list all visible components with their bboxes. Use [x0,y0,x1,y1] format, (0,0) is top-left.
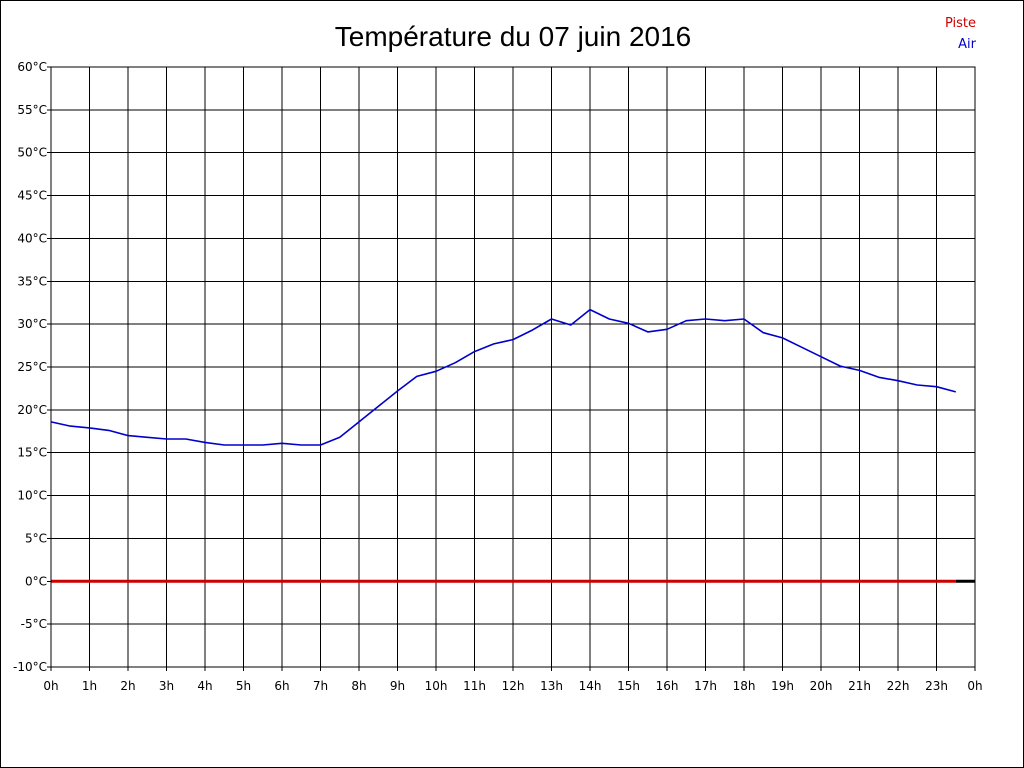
y-tick-label: 60°C [17,60,47,74]
x-tick-label: 16h [656,679,679,693]
x-tick-label: 19h [771,679,794,693]
y-tick-label: 5°C [25,531,47,545]
x-tick-label: 22h [887,679,910,693]
x-tick-label: 11h [463,679,486,693]
legend-entry-piste: Piste [945,16,976,31]
x-tick-label: 14h [579,679,602,693]
x-tick-label: 21h [848,679,871,693]
x-tick-label: 9h [390,679,405,693]
x-tick-label: 1h [82,679,97,693]
x-tick-label: 10h [425,679,448,693]
y-tick-label: 50°C [17,146,47,160]
y-axis-ticks: 60°C 55°C 50°C 45°C 40°C 35°C 30°C 25°C 20°C 15°C… [13,60,51,674]
x-tick-label: 18h [733,679,756,693]
x-axis-ticks: 0h 1h 2h 3h 4h 5h 6h 7h 8h 9h 10h 11h 12h 13h 14h 15h 16… [43,667,983,693]
x-tick-label: 17h [694,679,717,693]
y-tick-label: 55°C [17,103,47,117]
y-tick-label: 20°C [17,403,47,417]
series-lines [50,308,975,583]
x-tick-label: 20h [810,679,833,693]
y-tick-label: 35°C [17,274,47,288]
x-tick-label: 4h [197,679,212,693]
y-tick-label: 0°C [25,574,47,588]
y-tick-label: -10°C [13,660,47,674]
x-tick-label: 0h [43,679,58,693]
y-tick-label: -5°C [21,617,47,631]
x-tick-label: 0h [967,679,982,693]
x-tick-label: 23h [925,679,948,693]
x-tick-label: 7h [313,679,328,693]
x-tick-label: 8h [351,679,366,693]
grid [50,66,976,668]
y-tick-label: 15°C [17,446,47,460]
x-tick-label: 5h [236,679,251,693]
y-tick-label: 45°C [17,189,47,203]
chart-title: Température du 07 juin 2016 [335,21,691,52]
x-tick-label: 13h [540,679,563,693]
x-tick-label: 6h [274,679,289,693]
x-tick-label: 2h [120,679,135,693]
y-tick-label: 25°C [17,360,47,374]
legend-entry-air: Air [958,37,977,52]
y-tick-label: 40°C [17,231,47,245]
x-tick-label: 3h [159,679,174,693]
plot-area-border [50,66,976,668]
y-tick-label: 10°C [17,489,47,503]
x-tick-label: 12h [502,679,525,693]
series-line-air [50,308,957,446]
legend: Piste Air [945,16,977,52]
x-tick-label: 15h [617,679,640,693]
y-tick-label: 30°C [17,317,47,331]
